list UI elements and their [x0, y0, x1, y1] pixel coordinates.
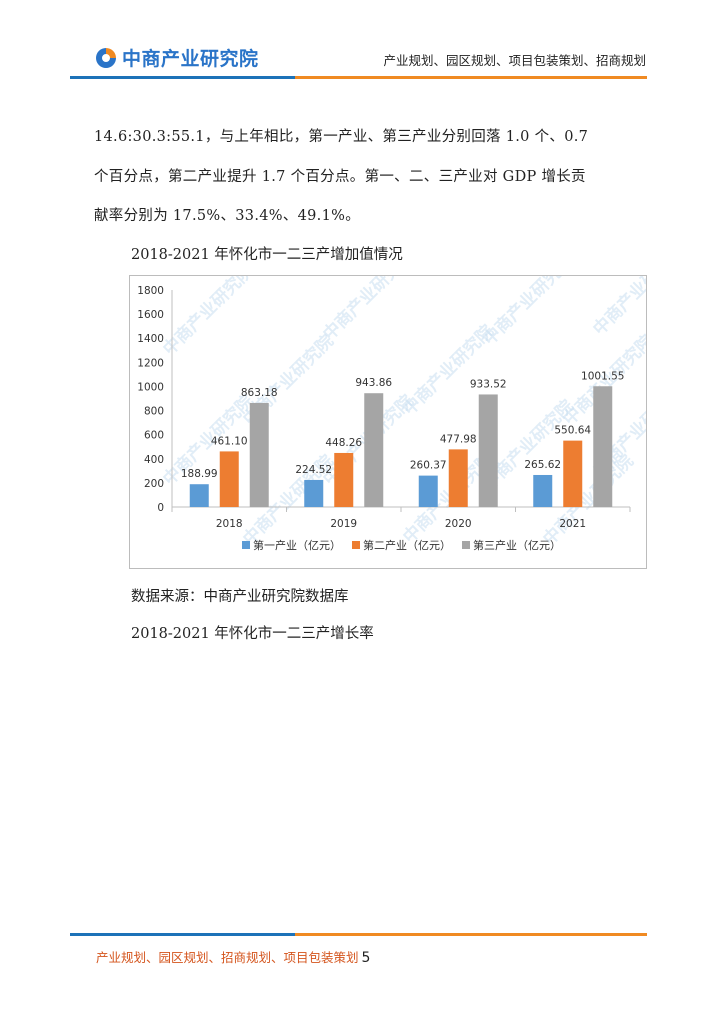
bar — [418, 475, 438, 507]
legend-swatch — [242, 541, 250, 549]
page-header: 中商产业研究院 产业规划、园区规划、项目包装策划、招商规划 — [0, 0, 724, 90]
y-tick-label: 0 — [157, 502, 164, 514]
footer: 产业规划、园区规划、招商规划、项目包装策划 5 — [96, 947, 370, 966]
paragraph-line-2: 个百分点，第二产业提升 1.7 个百分点。第一、二、三产业对 GDP 增长贡 — [94, 169, 586, 185]
footer-rule-blue — [70, 933, 295, 936]
data-label: 188.99 — [181, 468, 218, 480]
y-tick-label: 1200 — [137, 357, 164, 369]
bar — [334, 452, 354, 507]
header-rule-blue — [70, 76, 295, 79]
y-tick-label: 400 — [144, 454, 164, 466]
watermark-text: 中商产业研究院 — [319, 276, 418, 345]
y-tick-label: 1600 — [137, 309, 164, 321]
data-label: 260.37 — [410, 460, 447, 472]
footer-rule-orange — [295, 933, 647, 936]
bar — [189, 484, 209, 507]
legend-swatch — [462, 541, 470, 549]
data-label: 550.64 — [554, 425, 591, 437]
data-label: 224.52 — [295, 464, 332, 476]
data-label: 863.18 — [241, 387, 278, 399]
legend-label: 第二产业（亿元） — [363, 538, 451, 552]
paragraph-line-1: 14.6:30.3:55.1，与上年相比，第一产业、第三产业分别回落 1.0 个… — [94, 129, 589, 145]
data-label: 933.52 — [470, 378, 507, 390]
y-tick-label: 1400 — [137, 333, 164, 345]
company-logo: 中商产业研究院 — [94, 44, 259, 71]
legend-swatch — [352, 541, 360, 549]
y-tick-label: 200 — [144, 478, 164, 490]
data-label: 477.98 — [440, 433, 477, 445]
bar — [219, 451, 239, 507]
bar — [593, 386, 613, 507]
data-label: 943.86 — [355, 377, 392, 389]
x-tick-label: 2018 — [216, 518, 243, 530]
chart-caption: 2018-2021 年怀化市一二三产增加值情况 — [131, 247, 403, 263]
footer-text: 产业规划、园区规划、招商规划、项目包装策划 — [96, 950, 359, 965]
x-tick-label: 2020 — [445, 518, 472, 530]
logo-icon — [96, 47, 116, 68]
header-rule-orange — [295, 76, 647, 79]
page-number: 5 — [361, 950, 371, 966]
bar-chart: 中商产业研究院 中商产业研究院 中商产业研究院 中商产业研究院 中商产业研究院 中商产业研… — [129, 275, 647, 569]
data-label: 448.26 — [325, 437, 362, 449]
y-tick-label: 600 — [144, 430, 164, 442]
bar — [364, 393, 384, 507]
bar — [304, 479, 324, 507]
watermark-text: 中商产业研究院 — [159, 276, 258, 360]
data-source: 数据来源：中商产业研究院数据库 — [131, 589, 349, 605]
legend-label: 第三产业（亿元） — [473, 538, 561, 552]
next-chart-caption: 2018-2021 年怀化市一二三产增长率 — [131, 626, 374, 642]
paragraph-line-3: 献率分别为 17.5%、33.4%、49.1%。 — [94, 208, 360, 224]
logo-text: 中商产业研究院 — [122, 48, 259, 70]
x-tick-label: 2019 — [330, 518, 357, 530]
bar — [448, 449, 468, 507]
watermark-text: 中商产业研究院 — [589, 276, 646, 340]
data-label: 265.62 — [524, 459, 561, 471]
y-tick-label: 1000 — [137, 381, 164, 393]
legend-label: 第一产业（亿元） — [253, 538, 341, 552]
data-label: 461.10 — [211, 435, 248, 447]
bar — [533, 474, 553, 507]
bar — [249, 402, 269, 507]
header-tagline: 产业规划、园区规划、项目包装策划、招商规划 — [383, 53, 646, 68]
data-label: 1001.55 — [581, 370, 624, 382]
bar — [563, 440, 583, 507]
bar — [478, 394, 498, 507]
y-tick-label: 800 — [144, 406, 164, 418]
x-tick-label: 2021 — [559, 518, 586, 530]
y-tick-label: 1800 — [137, 285, 164, 297]
